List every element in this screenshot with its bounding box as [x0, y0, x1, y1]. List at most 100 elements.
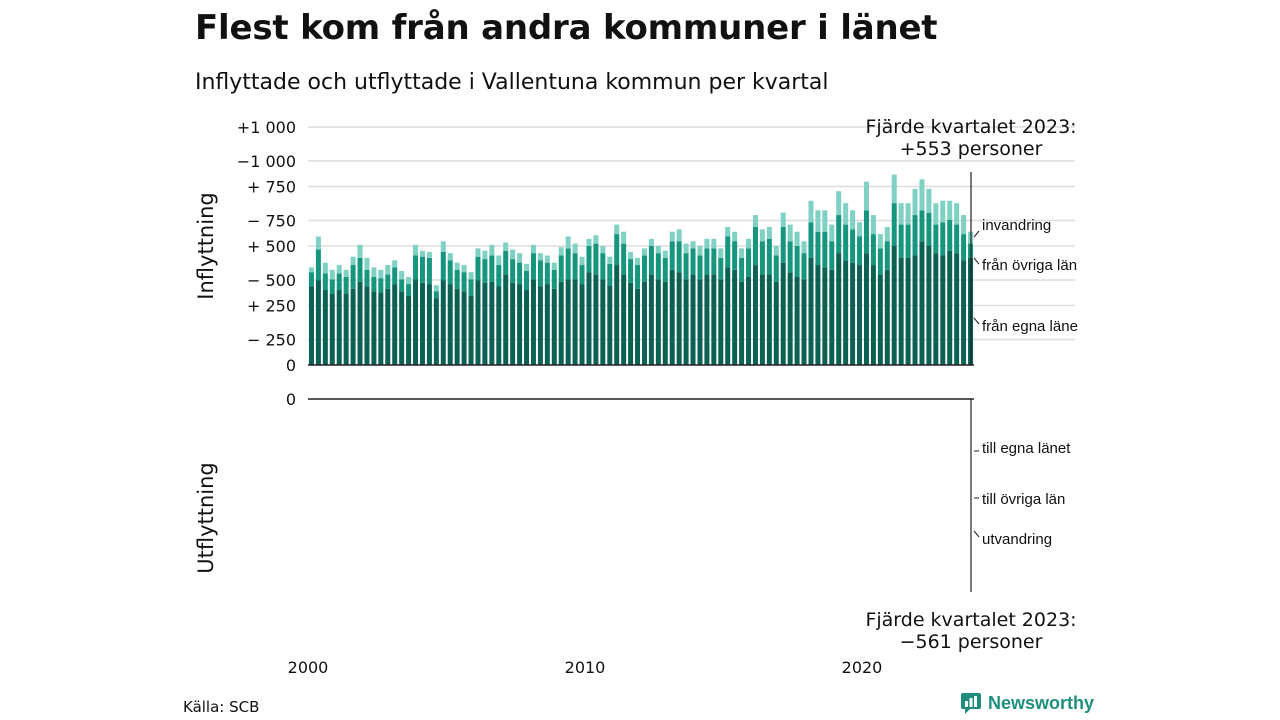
bar-inflyttning [766, 238, 772, 275]
bar-inflyttning [419, 256, 425, 283]
bar-inflyttning [468, 295, 474, 365]
bar-inflyttning [565, 236, 571, 249]
bar-inflyttning [350, 256, 356, 266]
bar-inflyttning [510, 282, 516, 365]
bar-inflyttning [336, 265, 342, 274]
bar-inflyttning [496, 255, 502, 266]
bar-inflyttning [413, 255, 419, 280]
bar-inflyttning [621, 231, 627, 244]
bar-inflyttning [891, 174, 897, 204]
bar-inflyttning [426, 257, 432, 285]
bar-inflyttning [773, 281, 779, 365]
bar-inflyttning [808, 200, 814, 223]
bar-inflyttning [385, 265, 391, 275]
bar-inflyttning [440, 241, 446, 252]
bar-inflyttning [850, 210, 856, 230]
bar-inflyttning [565, 279, 571, 365]
bar-inflyttning [822, 231, 828, 268]
bar-inflyttning [891, 203, 897, 246]
bar-inflyttning [655, 246, 661, 254]
bar-inflyttning [850, 262, 856, 365]
bar-inflyttning [406, 295, 412, 365]
bar-inflyttning [641, 255, 647, 282]
bar-inflyttning [857, 265, 863, 365]
series-label-upper: invandring [982, 217, 1051, 234]
bar-inflyttning [870, 265, 876, 365]
bar-inflyttning [919, 210, 925, 242]
bar-inflyttning [579, 284, 585, 365]
y-tick-label-lower: − 750 [247, 212, 296, 231]
brand: Newsworthy [960, 692, 1094, 714]
bar-inflyttning [954, 253, 960, 365]
bar-inflyttning [454, 269, 460, 289]
bar-inflyttning [718, 248, 724, 258]
bar-inflyttning [808, 257, 814, 365]
bar-inflyttning [558, 281, 564, 365]
bar-inflyttning [475, 256, 481, 281]
x-tick-label: 2000 [288, 658, 329, 677]
bar-inflyttning [517, 262, 523, 285]
bar-inflyttning [843, 203, 849, 225]
bar-inflyttning [739, 257, 745, 282]
bar-inflyttning [683, 243, 689, 254]
bar-inflyttning [829, 241, 835, 270]
bar-inflyttning [780, 226, 786, 263]
x-tick-label: 2010 [565, 658, 606, 677]
bar-inflyttning [371, 291, 377, 365]
bar-inflyttning [655, 279, 661, 365]
bar-inflyttning [343, 269, 349, 277]
bar-inflyttning [482, 259, 488, 283]
annotation-lower-value: −561 personer [900, 631, 1043, 653]
bar-inflyttning [870, 215, 876, 235]
bar-inflyttning [808, 222, 814, 258]
bar-inflyttning [919, 241, 925, 365]
bar-inflyttning [426, 251, 432, 258]
bar-inflyttning [870, 234, 876, 266]
bar-inflyttning [433, 298, 439, 365]
series-label-lower: till egna länet [982, 440, 1071, 457]
bar-inflyttning [419, 250, 425, 257]
bar-inflyttning [787, 224, 793, 242]
bar-inflyttning [884, 269, 890, 365]
bar-inflyttning [482, 250, 488, 260]
y-tick-label-upper: + 750 [247, 178, 296, 197]
bar-inflyttning [322, 290, 328, 365]
bar-inflyttning [857, 222, 863, 237]
bar-inflyttning [780, 262, 786, 365]
bar-inflyttning [676, 272, 682, 365]
bar-inflyttning [628, 259, 634, 283]
bar-inflyttning [524, 290, 530, 365]
bar-inflyttning [648, 238, 654, 246]
bar-inflyttning [607, 256, 613, 264]
bar-inflyttning [746, 238, 752, 249]
bar-inflyttning [530, 244, 536, 254]
bar-inflyttning [628, 282, 634, 365]
bar-inflyttning [586, 272, 592, 365]
bar-inflyttning [440, 280, 446, 365]
bar-inflyttning [593, 243, 599, 275]
bar-inflyttning [406, 284, 412, 296]
series-label-leader-upper [973, 230, 980, 238]
bar-inflyttning [371, 276, 377, 292]
bar-inflyttning [530, 279, 536, 365]
bar-inflyttning [364, 257, 370, 270]
bar-inflyttning [315, 280, 321, 365]
bar-inflyttning [586, 238, 592, 246]
bar-inflyttning [843, 224, 849, 261]
bar-inflyttning [829, 269, 835, 365]
bar-inflyttning [524, 263, 530, 271]
bar-inflyttning [461, 272, 467, 292]
bar-inflyttning [364, 286, 370, 365]
bar-inflyttning [392, 260, 398, 268]
bar-inflyttning [482, 282, 488, 365]
bar-inflyttning [489, 281, 495, 365]
bar-inflyttning [794, 231, 800, 246]
bar-inflyttning [683, 279, 689, 365]
bar-inflyttning [537, 286, 543, 365]
bar-inflyttning [822, 267, 828, 365]
bar-inflyttning [759, 229, 765, 242]
bar-inflyttning [641, 281, 647, 365]
bar-inflyttning [662, 257, 668, 282]
bar-inflyttning [940, 200, 946, 223]
bar-inflyttning [468, 279, 474, 296]
